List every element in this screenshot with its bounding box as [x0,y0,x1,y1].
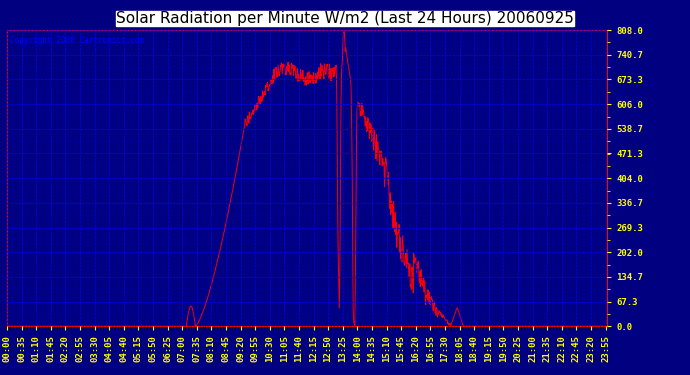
Text: Copyright 2006 Cartronics.com: Copyright 2006 Cartronics.com [10,36,144,45]
Text: Solar Radiation per Minute W/m2 (Last 24 Hours) 20060925: Solar Radiation per Minute W/m2 (Last 24… [116,11,574,26]
